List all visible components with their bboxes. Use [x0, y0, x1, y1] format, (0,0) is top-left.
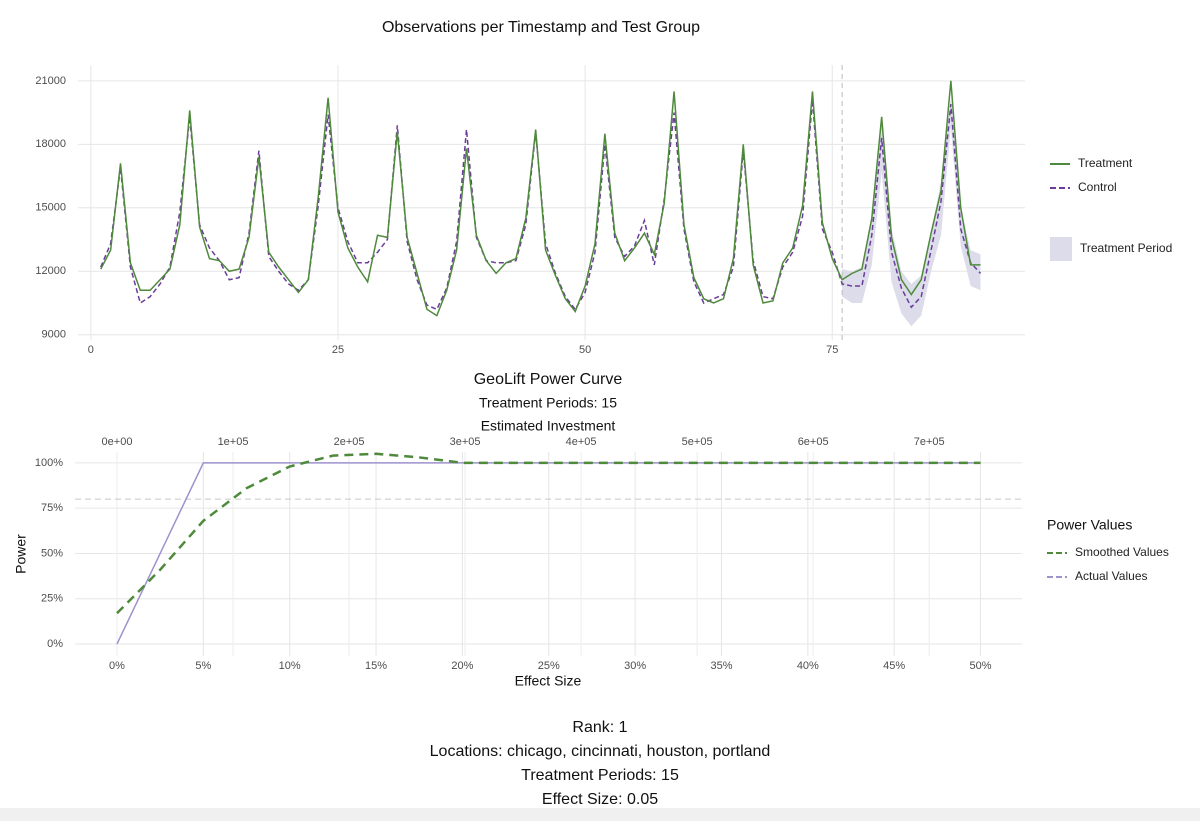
- y-tick-label: 0%: [47, 638, 63, 650]
- y-tick-label: 9000: [42, 329, 66, 341]
- caption-line: Treatment Periods: 15: [521, 767, 679, 784]
- caption-line: Effect Size: 0.05: [542, 791, 658, 808]
- y-tick-label: 75%: [41, 502, 63, 514]
- x-tick-label: 15%: [365, 660, 387, 672]
- x-tick-label: 25: [332, 344, 344, 356]
- x-tick-label: 20%: [451, 660, 473, 672]
- chart-subtitle: Treatment Periods: 15: [479, 395, 617, 411]
- y-tick-label: 18000: [35, 138, 66, 150]
- x-tick-label: 45%: [883, 660, 905, 672]
- confidence-band: [842, 97, 981, 327]
- footer-bar: [0, 808, 1200, 821]
- x-tick-label: 50%: [970, 660, 992, 672]
- x-tick-label: 0%: [109, 660, 125, 672]
- x-tick-label: 35%: [710, 660, 732, 672]
- y-tick-label: 25%: [41, 593, 63, 605]
- x-tick-label: 10%: [279, 660, 301, 672]
- chart-title: Observations per Timestamp and Test Grou…: [382, 19, 700, 36]
- series-line: [116, 452, 981, 615]
- x2-tick-label: 2e+05: [334, 436, 365, 448]
- caption-line: Locations: chicago, cincinnati, houston,…: [430, 743, 771, 760]
- x2-tick-label: 5e+05: [682, 436, 713, 448]
- legend-label: Smoothed Values: [1075, 545, 1169, 559]
- legend-label: Treatment Period: [1080, 241, 1172, 255]
- caption-line: Rank: 1: [572, 719, 627, 736]
- chart-title: GeoLift Power Curve: [474, 371, 623, 388]
- x2-axis-title: Estimated Investment: [481, 418, 616, 434]
- y-axis-title: Power: [13, 534, 29, 574]
- y-tick-label: 100%: [35, 457, 63, 469]
- x-tick-label: 50: [579, 344, 591, 356]
- x2-tick-label: 1e+05: [218, 436, 249, 448]
- x-tick-label: 5%: [195, 660, 211, 672]
- legend-title: Power Values: [1047, 517, 1132, 533]
- legend-swatch: [1050, 237, 1072, 261]
- x2-tick-label: 3e+05: [450, 436, 481, 448]
- series-line: [116, 462, 981, 645]
- legend-label: Treatment: [1078, 156, 1133, 170]
- series-line: [100, 80, 981, 317]
- x2-tick-label: 4e+05: [566, 436, 597, 448]
- y-tick-label: 21000: [35, 75, 66, 87]
- x2-tick-label: 6e+05: [798, 436, 829, 448]
- y-tick-label: 50%: [41, 547, 63, 559]
- x2-tick-label: 7e+05: [914, 436, 945, 448]
- x-axis-title: Effect Size: [515, 673, 582, 689]
- y-tick-label: 15000: [35, 202, 66, 214]
- x-tick-label: 25%: [538, 660, 560, 672]
- x2-tick-label: 0e+00: [102, 436, 133, 448]
- x-tick-label: 75: [826, 344, 838, 356]
- x-tick-label: 30%: [624, 660, 646, 672]
- y-tick-label: 12000: [35, 265, 66, 277]
- x-tick-label: 0: [88, 344, 94, 356]
- x-tick-label: 40%: [797, 660, 819, 672]
- legend-label: Actual Values: [1075, 569, 1148, 583]
- legend-label: Control: [1078, 180, 1117, 194]
